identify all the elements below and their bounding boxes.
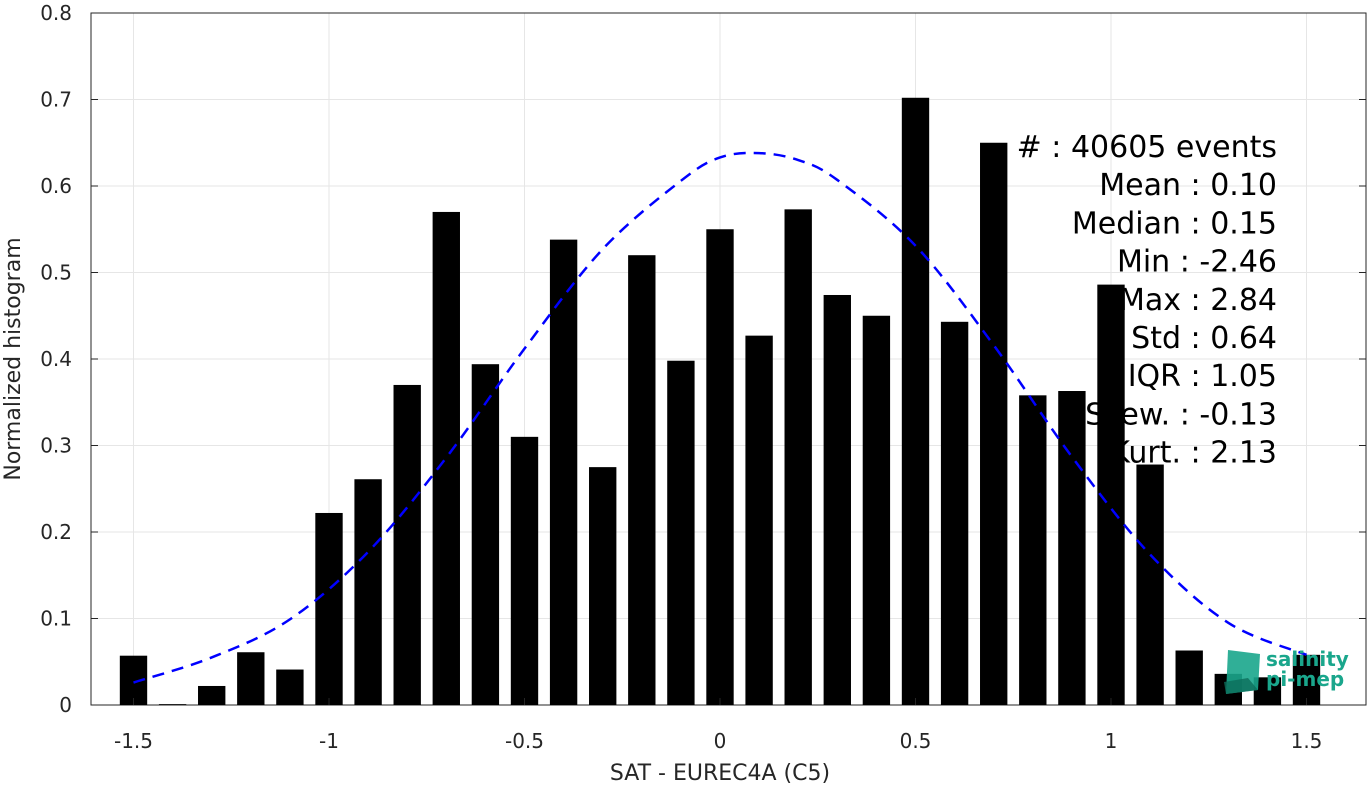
stat-line: Std : 0.64 [1131,321,1277,356]
histogram-bar [940,321,969,705]
histogram-bar [1175,650,1203,705]
logo-text-line1: salinity [1266,647,1349,671]
bars-layer [119,97,1321,706]
stat-line: # : 40605 events [1017,130,1277,165]
histogram-bar [628,255,656,705]
stat-line: Kurt. : 2.13 [1110,436,1277,471]
histogram-bar [980,142,1008,705]
fit-curve [133,151,1307,684]
histogram-bar [158,704,187,705]
y-tick-label: 0 [59,693,72,717]
x-tick-label: -1 [319,729,339,753]
histogram-bar [862,315,891,705]
y-tick-label: 0.8 [40,1,72,25]
x-tick-label: 0.5 [900,729,932,753]
y-axis-ticks: 0 0.1 0.2 0.3 0.4 0.5 0.6 0.7 0.8 [40,1,1366,717]
histogram-bar [432,211,460,705]
histogram-bar [706,229,734,705]
x-axis-label: SAT - EUREC4A (C5) [610,761,830,785]
y-tick-label: 0.4 [40,347,72,371]
histogram-bar [510,436,539,705]
y-tick-label: 0.7 [40,88,72,112]
stat-line: Median : 0.15 [1072,206,1277,241]
x-tick-label: 0 [714,729,727,753]
x-tick-label: -1.5 [114,729,153,753]
y-tick-label: 0.5 [40,261,72,285]
histogram-bar [198,685,226,705]
histogram-bar [1058,391,1086,705]
stat-line: Skew. : -0.13 [1085,397,1277,432]
y-tick-label: 0.3 [40,434,72,458]
histogram-bar [354,479,382,705]
histogram-bar [276,669,304,705]
histogram-bar [745,335,773,705]
salinity-pi-mep-logo: salinity pi-mep [1224,647,1349,694]
histogram-bar [823,294,851,705]
stat-line: IQR : 1.05 [1128,359,1277,394]
x-tick-label: 1 [1105,729,1118,753]
y-tick-label: 0.1 [40,607,72,631]
histogram-bar [589,467,617,705]
x-tick-label: -0.5 [505,729,544,753]
histogram-bar [549,239,578,705]
logo-text-line2: pi-mep [1266,667,1344,691]
stat-line: Min : -2.46 [1117,245,1277,280]
logo-mark-shade-icon [1224,678,1258,694]
histogram-bar [1019,395,1047,705]
histogram-bar [393,384,421,705]
histogram-bar [1136,464,1164,705]
histogram-bar [901,97,930,705]
x-axis-ticks: -1.5 -1 -0.5 0 0.5 1 1.5 [114,698,1322,753]
histogram-bar [1292,654,1321,705]
y-tick-label: 0.6 [40,174,72,198]
stat-line: Mean : 0.10 [1099,168,1277,203]
y-axis-label: Normalized histogram [1,237,26,480]
y-tick-label: 0.2 [40,520,72,544]
histogram-bar [667,360,695,705]
stat-line: Max : 2.84 [1119,283,1277,318]
x-tick-label: 1.5 [1291,729,1323,753]
histogram-bar [471,364,500,705]
histogram-bar [784,209,812,706]
histogram-bar [315,512,343,705]
histogram-bar [237,652,265,705]
